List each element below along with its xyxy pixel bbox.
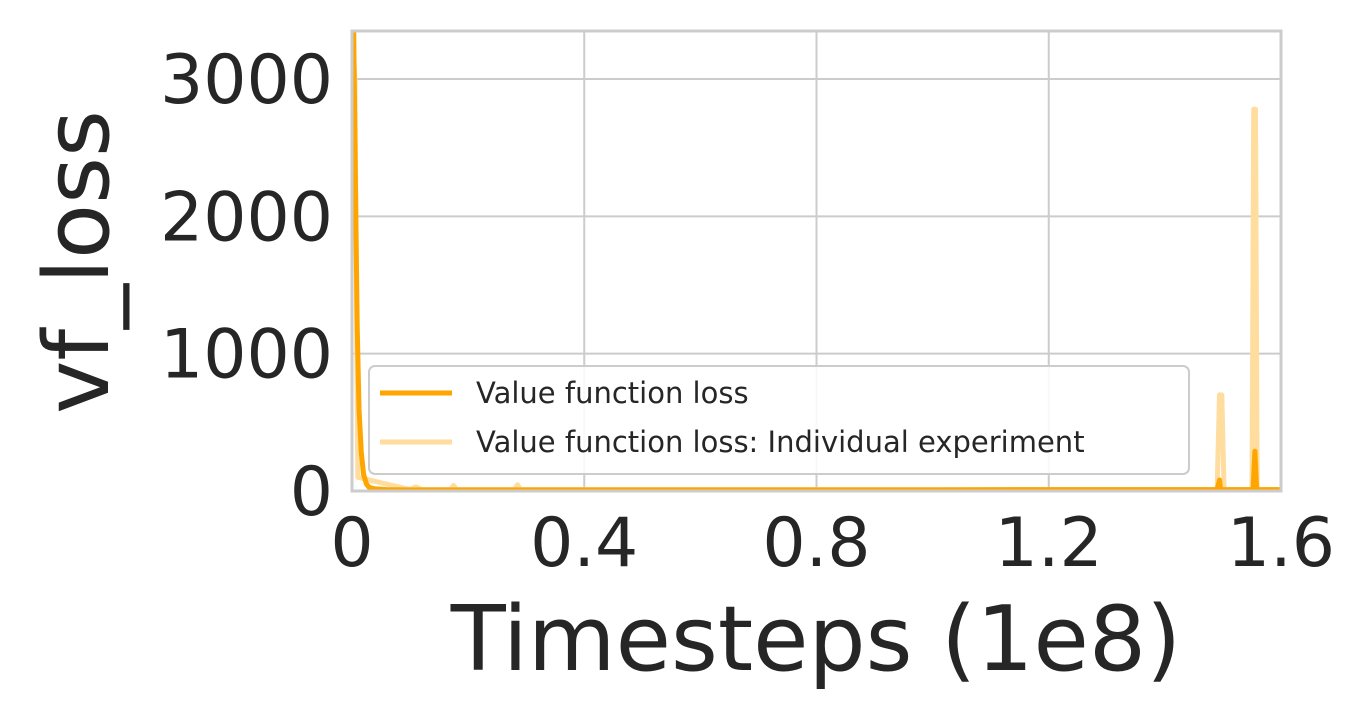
grid	[352, 31, 1281, 491]
y-axis-title: vf_loss	[25, 110, 130, 414]
plot-frame	[350, 29, 1283, 493]
y-tick-label: 1000	[160, 316, 333, 395]
y-tick-label: 2000	[160, 178, 333, 257]
x-tick-label: 1.6	[1227, 504, 1335, 583]
legend-label-individual-experiment: Value function loss: Individual experime…	[476, 425, 1085, 459]
x-tick-labels: 0 0.4 0.8 1.2 1.6	[330, 504, 1335, 583]
legend-label-value-function-loss: Value function loss	[476, 376, 749, 410]
y-tick-labels: 0 1000 2000 3000	[160, 41, 333, 532]
x-axis-title: Timesteps (1e8)	[450, 587, 1182, 692]
x-tick-label: 0.4	[530, 504, 638, 583]
legend-box	[368, 365, 1190, 475]
x-tick-label: 0	[330, 504, 373, 583]
y-tick-label: 0	[290, 453, 333, 532]
y-tick-label: 3000	[160, 41, 333, 120]
x-tick-label: 0.8	[762, 504, 870, 583]
legend: Value function loss Value function loss:…	[368, 365, 1190, 475]
x-tick-label: 1.2	[995, 504, 1103, 583]
